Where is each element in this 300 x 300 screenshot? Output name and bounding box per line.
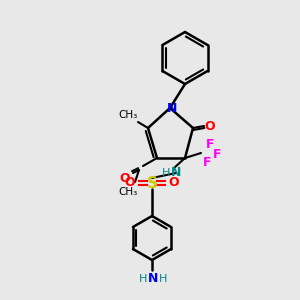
Text: S: S xyxy=(146,176,158,190)
Text: H: H xyxy=(162,168,170,178)
Text: F: F xyxy=(213,148,221,160)
Text: F: F xyxy=(206,139,214,152)
Text: O: O xyxy=(120,172,130,184)
Text: N: N xyxy=(167,101,177,115)
Text: N: N xyxy=(171,167,181,179)
Text: O: O xyxy=(205,119,215,133)
Text: CH₃: CH₃ xyxy=(118,187,138,197)
Text: O: O xyxy=(169,176,179,190)
Text: H: H xyxy=(139,274,147,284)
Text: F: F xyxy=(203,155,211,169)
Text: CH₃: CH₃ xyxy=(118,110,138,120)
Text: N: N xyxy=(148,272,158,286)
Text: H: H xyxy=(159,274,167,284)
Text: O: O xyxy=(125,176,135,190)
